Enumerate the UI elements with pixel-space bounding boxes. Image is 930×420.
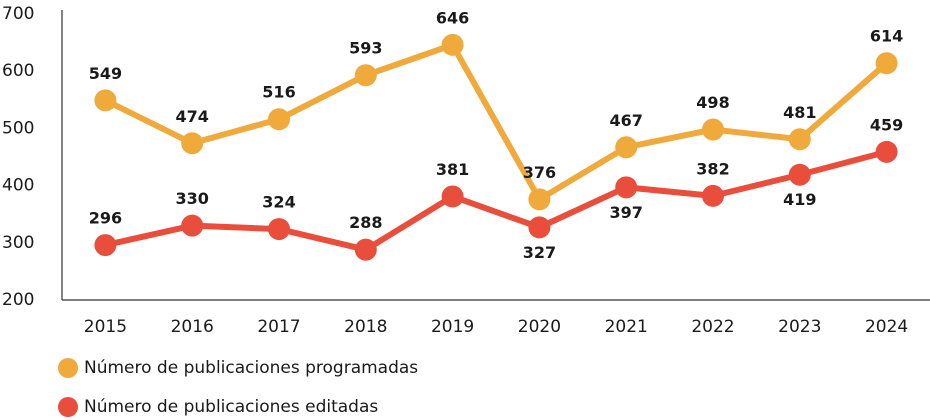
data-label: 296	[89, 209, 122, 228]
y-tick-label: 300	[2, 233, 34, 253]
point	[528, 216, 551, 239]
x-tick-label: 2016	[171, 317, 214, 337]
point	[354, 238, 377, 261]
point	[875, 52, 898, 75]
x-tick-label: 2019	[431, 317, 474, 337]
x-tick-label: 2015	[84, 317, 127, 337]
point	[615, 136, 638, 159]
series-line	[104, 41, 889, 203]
data-label: 467	[609, 111, 642, 130]
point	[788, 163, 811, 186]
point	[94, 234, 117, 257]
data-label: 549	[89, 64, 122, 83]
point	[268, 218, 290, 241]
point	[702, 118, 724, 141]
data-label: 330	[175, 189, 208, 208]
x-tick-label: 2020	[518, 317, 561, 337]
point	[528, 188, 551, 211]
data-label: 516	[262, 83, 295, 102]
data-label: 593	[349, 39, 382, 58]
data-label: 646	[436, 8, 469, 27]
data-label: 381	[436, 160, 469, 179]
legend-label: Número de publicaciones programadas	[84, 358, 418, 378]
y-tick-label: 600	[2, 61, 34, 81]
data-label: 614	[870, 27, 903, 46]
point	[94, 89, 117, 112]
data-label: 481	[783, 103, 816, 122]
x-tick-label: 2018	[344, 317, 387, 337]
y-tick-label: 200	[2, 290, 34, 310]
y-tick-label: 700	[2, 4, 34, 24]
x-tick-label: 2023	[778, 317, 821, 337]
x-tick-label: 2022	[691, 317, 734, 337]
legend-swatch	[58, 358, 78, 378]
point	[441, 33, 464, 56]
point	[788, 128, 811, 151]
data-label: 498	[696, 93, 729, 112]
data-label: 382	[696, 159, 729, 178]
point	[268, 108, 290, 131]
point	[181, 214, 204, 237]
y-tick-label: 400	[2, 176, 34, 196]
legend-label: Número de publicaciones editadas	[84, 397, 378, 417]
y-tick-label: 500	[2, 118, 34, 138]
data-label: 376	[523, 163, 556, 182]
data-label: 459	[870, 115, 903, 134]
point	[181, 132, 204, 155]
point	[875, 140, 898, 163]
data-label: 288	[349, 213, 382, 232]
data-label: 327	[523, 243, 556, 262]
x-tick-label: 2021	[605, 317, 648, 337]
point	[702, 184, 724, 207]
legend-swatch	[58, 397, 78, 417]
data-label: 324	[262, 193, 295, 212]
point	[354, 64, 377, 87]
series-line	[104, 148, 888, 253]
point	[441, 185, 464, 208]
data-label: 474	[175, 107, 208, 126]
data-label: 419	[783, 190, 816, 209]
x-tick-label: 2017	[257, 317, 300, 337]
point	[615, 176, 638, 199]
data-label: 397	[609, 203, 642, 222]
x-tick-label: 2024	[865, 317, 908, 337]
